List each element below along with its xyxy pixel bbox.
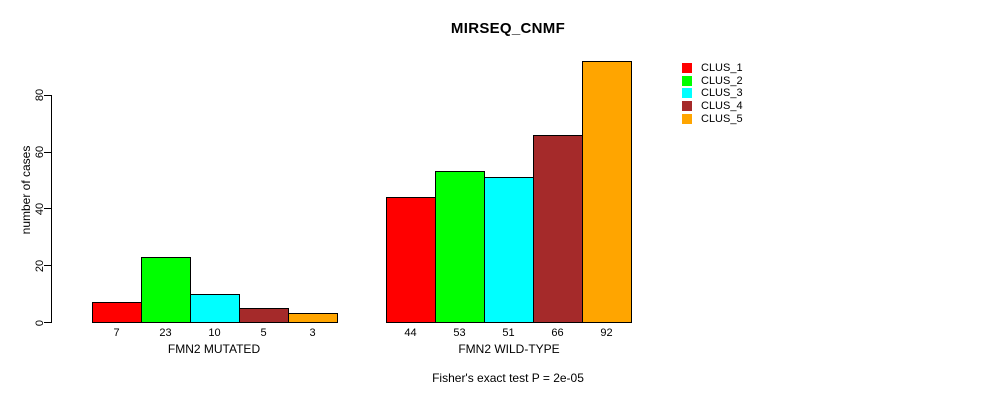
bar-value-label: 92 (600, 327, 613, 339)
y-axis-tick (44, 208, 51, 210)
y-axis-tick-label: 0 (34, 319, 46, 326)
bar-value-label: 66 (551, 327, 564, 339)
y-axis-label: number of cases (19, 145, 33, 235)
y-axis-tick (44, 94, 51, 96)
y-axis-tick-label: 80 (34, 89, 46, 102)
y-axis-line (51, 94, 52, 323)
y-axis-tick (44, 151, 51, 153)
bar-clus_1-group1 (92, 302, 142, 323)
x-group-label-wildtype: FMN2 WILD-TYPE (458, 342, 560, 356)
bar-value-label: 23 (159, 327, 172, 339)
bar-clus_4-group1 (239, 308, 289, 323)
bar-clus_4-group2 (533, 135, 583, 323)
bar-value-label: 44 (404, 327, 417, 339)
bar-value-label: 10 (208, 327, 221, 339)
legend-swatch-clus_3 (682, 88, 692, 99)
legend-swatch-clus_1 (682, 63, 692, 73)
legend-swatch-clus_5 (682, 113, 692, 124)
y-axis-tick-label: 20 (34, 259, 46, 272)
legend-label-clus_1: CLUS_1 (701, 62, 743, 74)
bar-clus_2-group2 (435, 171, 485, 323)
legend-label-clus_2: CLUS_2 (701, 74, 743, 87)
legend-label-clus_4: CLUS_4 (701, 100, 743, 113)
legend-label-clus_3: CLUS_3 (701, 87, 743, 100)
y-axis-tick-label: 60 (34, 145, 46, 159)
bar-value-label: 5 (260, 327, 267, 339)
stat-annotation: Fisher's exact test P = 2e-05 (432, 371, 584, 385)
bar-clus_3-group1 (190, 294, 240, 323)
bar-clus_2-group1 (141, 257, 191, 323)
bar-value-label: 3 (309, 327, 316, 339)
legend-swatch-clus_4 (682, 101, 692, 112)
bar-value-label: 53 (453, 327, 466, 339)
bar-clus_5-group2 (582, 61, 632, 323)
x-group-label-mutated: FMN2 MUTATED (167, 342, 261, 356)
legend-swatch-clus_2 (682, 75, 692, 86)
y-axis-tick (44, 322, 51, 323)
bar-value-label: 7 (113, 327, 120, 339)
bar-clus_3-group2 (484, 177, 534, 323)
y-axis-tick-label: 40 (34, 202, 46, 216)
bar-clus_1-group2 (386, 197, 436, 323)
legend-label-clus_5: CLUS_5 (701, 112, 743, 125)
chart-title: MIRSEQ_CNMF (450, 20, 566, 37)
bar-clus_5-group1 (288, 313, 338, 323)
bar-value-label: 51 (502, 327, 515, 339)
y-axis-tick (44, 265, 51, 267)
